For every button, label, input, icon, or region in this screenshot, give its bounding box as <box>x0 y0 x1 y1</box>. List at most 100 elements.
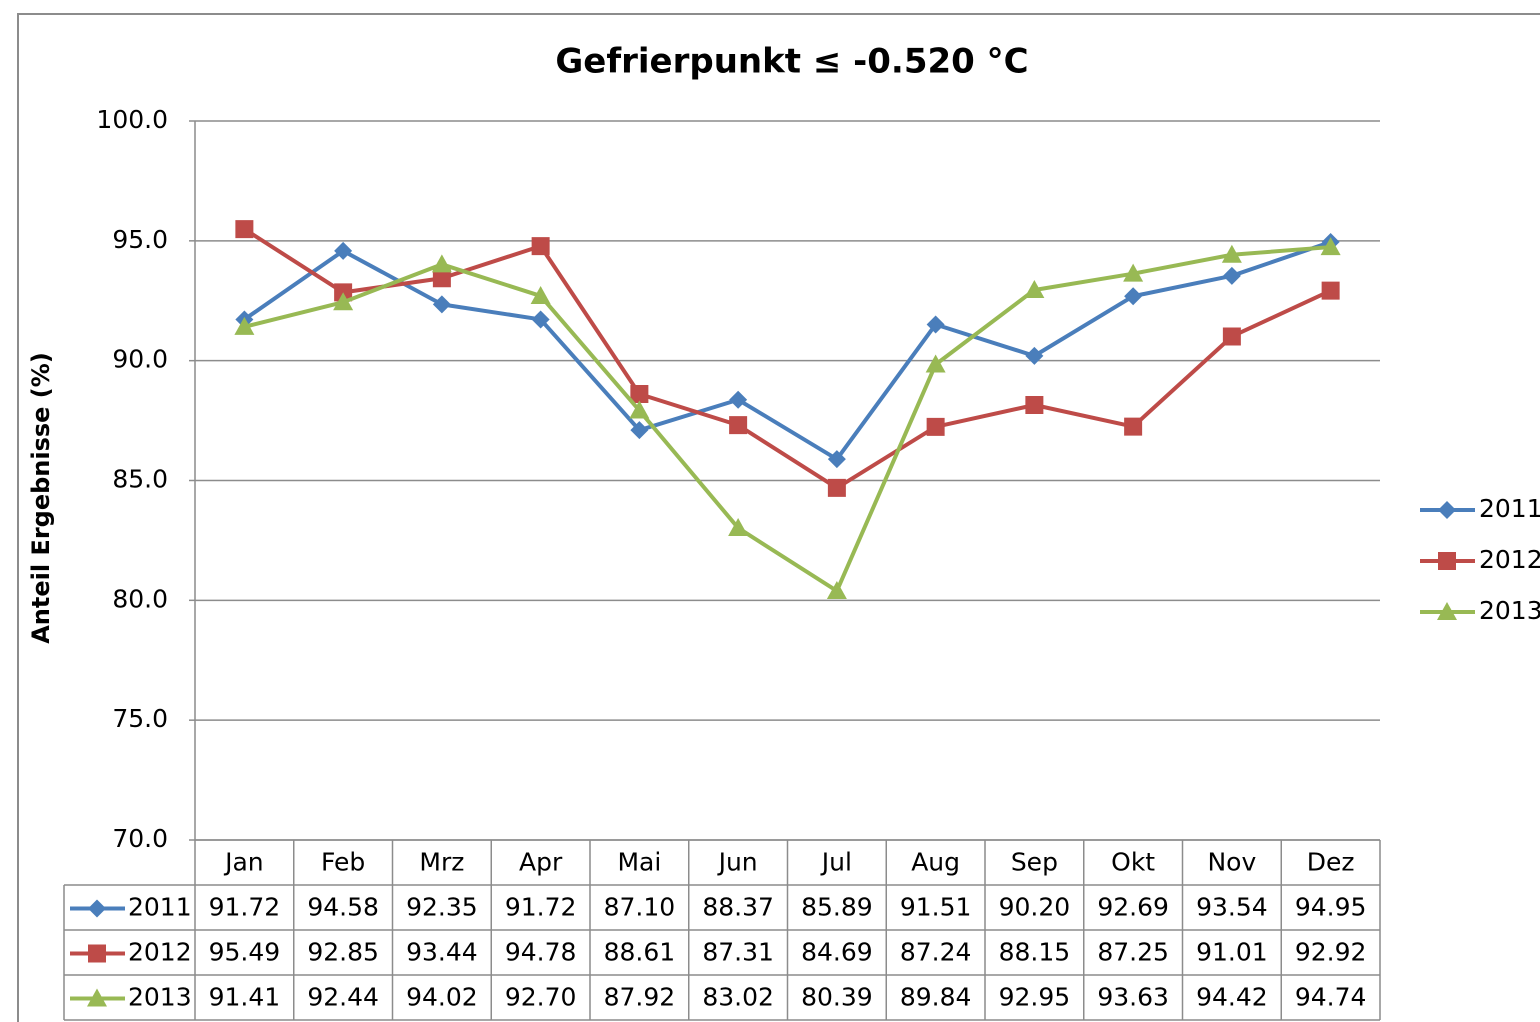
data-point <box>728 517 749 536</box>
data-point <box>1025 396 1044 415</box>
legend-label: 2012 <box>1479 545 1540 574</box>
table-row-label: 2013 <box>128 983 192 1012</box>
table-legend-marker <box>87 988 107 1007</box>
x-tick-label: Apr <box>519 848 563 877</box>
data-point <box>234 316 255 335</box>
data-point <box>531 237 550 256</box>
table-cell: 94.95 <box>1295 893 1367 922</box>
data-point <box>1222 327 1241 346</box>
table-cell: 88.61 <box>604 938 676 967</box>
y-tick-label: 80.0 <box>112 584 168 613</box>
table-cell: 85.89 <box>801 893 873 922</box>
table-cell: 83.02 <box>702 983 774 1012</box>
y-tick-label: 95.0 <box>112 225 168 254</box>
table-legend-marker <box>88 944 106 963</box>
data-point <box>432 295 451 314</box>
table-cell: 87.25 <box>1097 938 1169 967</box>
data-point <box>1025 346 1044 365</box>
data-point <box>1124 287 1143 306</box>
table-cell: 87.31 <box>702 938 774 967</box>
data-point <box>432 269 451 288</box>
data-point <box>1221 244 1242 263</box>
table-cell: 95.49 <box>209 938 281 967</box>
data-point <box>926 315 945 334</box>
table-cell: 91.72 <box>505 893 577 922</box>
legend-marker <box>1438 552 1456 570</box>
data-point <box>827 478 846 497</box>
data-point <box>1024 279 1045 298</box>
table-cell: 94.42 <box>1196 983 1268 1012</box>
table-cell: 89.84 <box>900 983 972 1012</box>
table-cell: 88.15 <box>999 938 1071 967</box>
data-point <box>729 390 748 409</box>
legend-marker <box>1438 501 1456 519</box>
data-point <box>1123 263 1144 282</box>
table-cell: 90.20 <box>999 893 1071 922</box>
chart-border <box>17 13 1540 1022</box>
table-row-label: 2012 <box>128 938 192 967</box>
series-line <box>243 245 1331 593</box>
table-cell: 92.85 <box>307 938 379 967</box>
data-point <box>333 292 354 311</box>
table-cell: 92.92 <box>1295 938 1367 967</box>
y-tick-label: 90.0 <box>112 345 168 374</box>
data-point <box>1321 281 1340 300</box>
table-cell: 94.74 <box>1295 983 1367 1012</box>
table-cell: 93.44 <box>406 938 478 967</box>
y-tick-label: 70.0 <box>112 824 168 853</box>
table-cell: 80.39 <box>801 983 873 1012</box>
table-cell: 94.58 <box>307 893 379 922</box>
table-cell: 92.95 <box>999 983 1071 1012</box>
series-line <box>243 240 1332 462</box>
data-point <box>1124 417 1143 436</box>
x-tick-label: Mai <box>617 848 661 877</box>
chart-title: Gefrierpunkt ≤ -0.520 °C <box>555 42 1028 82</box>
table-cell: 91.51 <box>900 893 972 922</box>
data-point <box>334 241 353 260</box>
x-tick-label: Aug <box>911 848 960 877</box>
table-cell: 94.02 <box>406 983 478 1012</box>
data-point <box>925 354 946 373</box>
x-tick-label: Jul <box>820 848 852 877</box>
table-cell: 92.70 <box>505 983 577 1012</box>
data-point <box>1320 237 1341 256</box>
legend-marker <box>1437 602 1457 620</box>
data-point <box>630 421 649 440</box>
table-cell: 93.63 <box>1097 983 1169 1012</box>
table-cell: 91.72 <box>209 893 281 922</box>
table-cell: 92.69 <box>1097 893 1169 922</box>
table-cell: 92.44 <box>307 983 379 1012</box>
data-point <box>926 417 945 436</box>
series-line <box>243 227 1332 490</box>
y-tick-label: 75.0 <box>112 704 168 733</box>
x-tick-label: Jan <box>223 848 264 877</box>
x-tick-label: Jun <box>717 848 758 877</box>
table-legend-marker <box>88 899 106 918</box>
x-tick-label: Mrz <box>419 848 464 877</box>
table-cell: 91.41 <box>209 983 281 1012</box>
data-point <box>1222 266 1241 285</box>
table-cell: 87.10 <box>604 893 676 922</box>
table-cell: 87.24 <box>900 938 972 967</box>
x-tick-label: Nov <box>1207 848 1256 877</box>
table-row-label: 2011 <box>128 893 192 922</box>
table-cell: 91.01 <box>1196 938 1268 967</box>
x-tick-label: Dez <box>1307 848 1355 877</box>
x-tick-label: Sep <box>1011 848 1058 877</box>
table-cell: 94.78 <box>505 938 577 967</box>
y-axis-label: Anteil Ergebnisse (%) <box>27 352 55 644</box>
legend-label: 2011 <box>1479 494 1540 523</box>
data-point <box>235 220 254 239</box>
data-point <box>826 580 847 599</box>
legend-label: 2013 <box>1479 596 1540 625</box>
y-tick-label: 100.0 <box>96 105 168 134</box>
data-point <box>531 310 550 329</box>
table-cell: 88.37 <box>702 893 774 922</box>
data-point <box>629 400 650 419</box>
x-tick-label: Okt <box>1111 848 1155 877</box>
table-cell: 93.54 <box>1196 893 1268 922</box>
data-point <box>630 384 649 403</box>
data-point <box>827 450 846 469</box>
data-point <box>530 285 551 304</box>
